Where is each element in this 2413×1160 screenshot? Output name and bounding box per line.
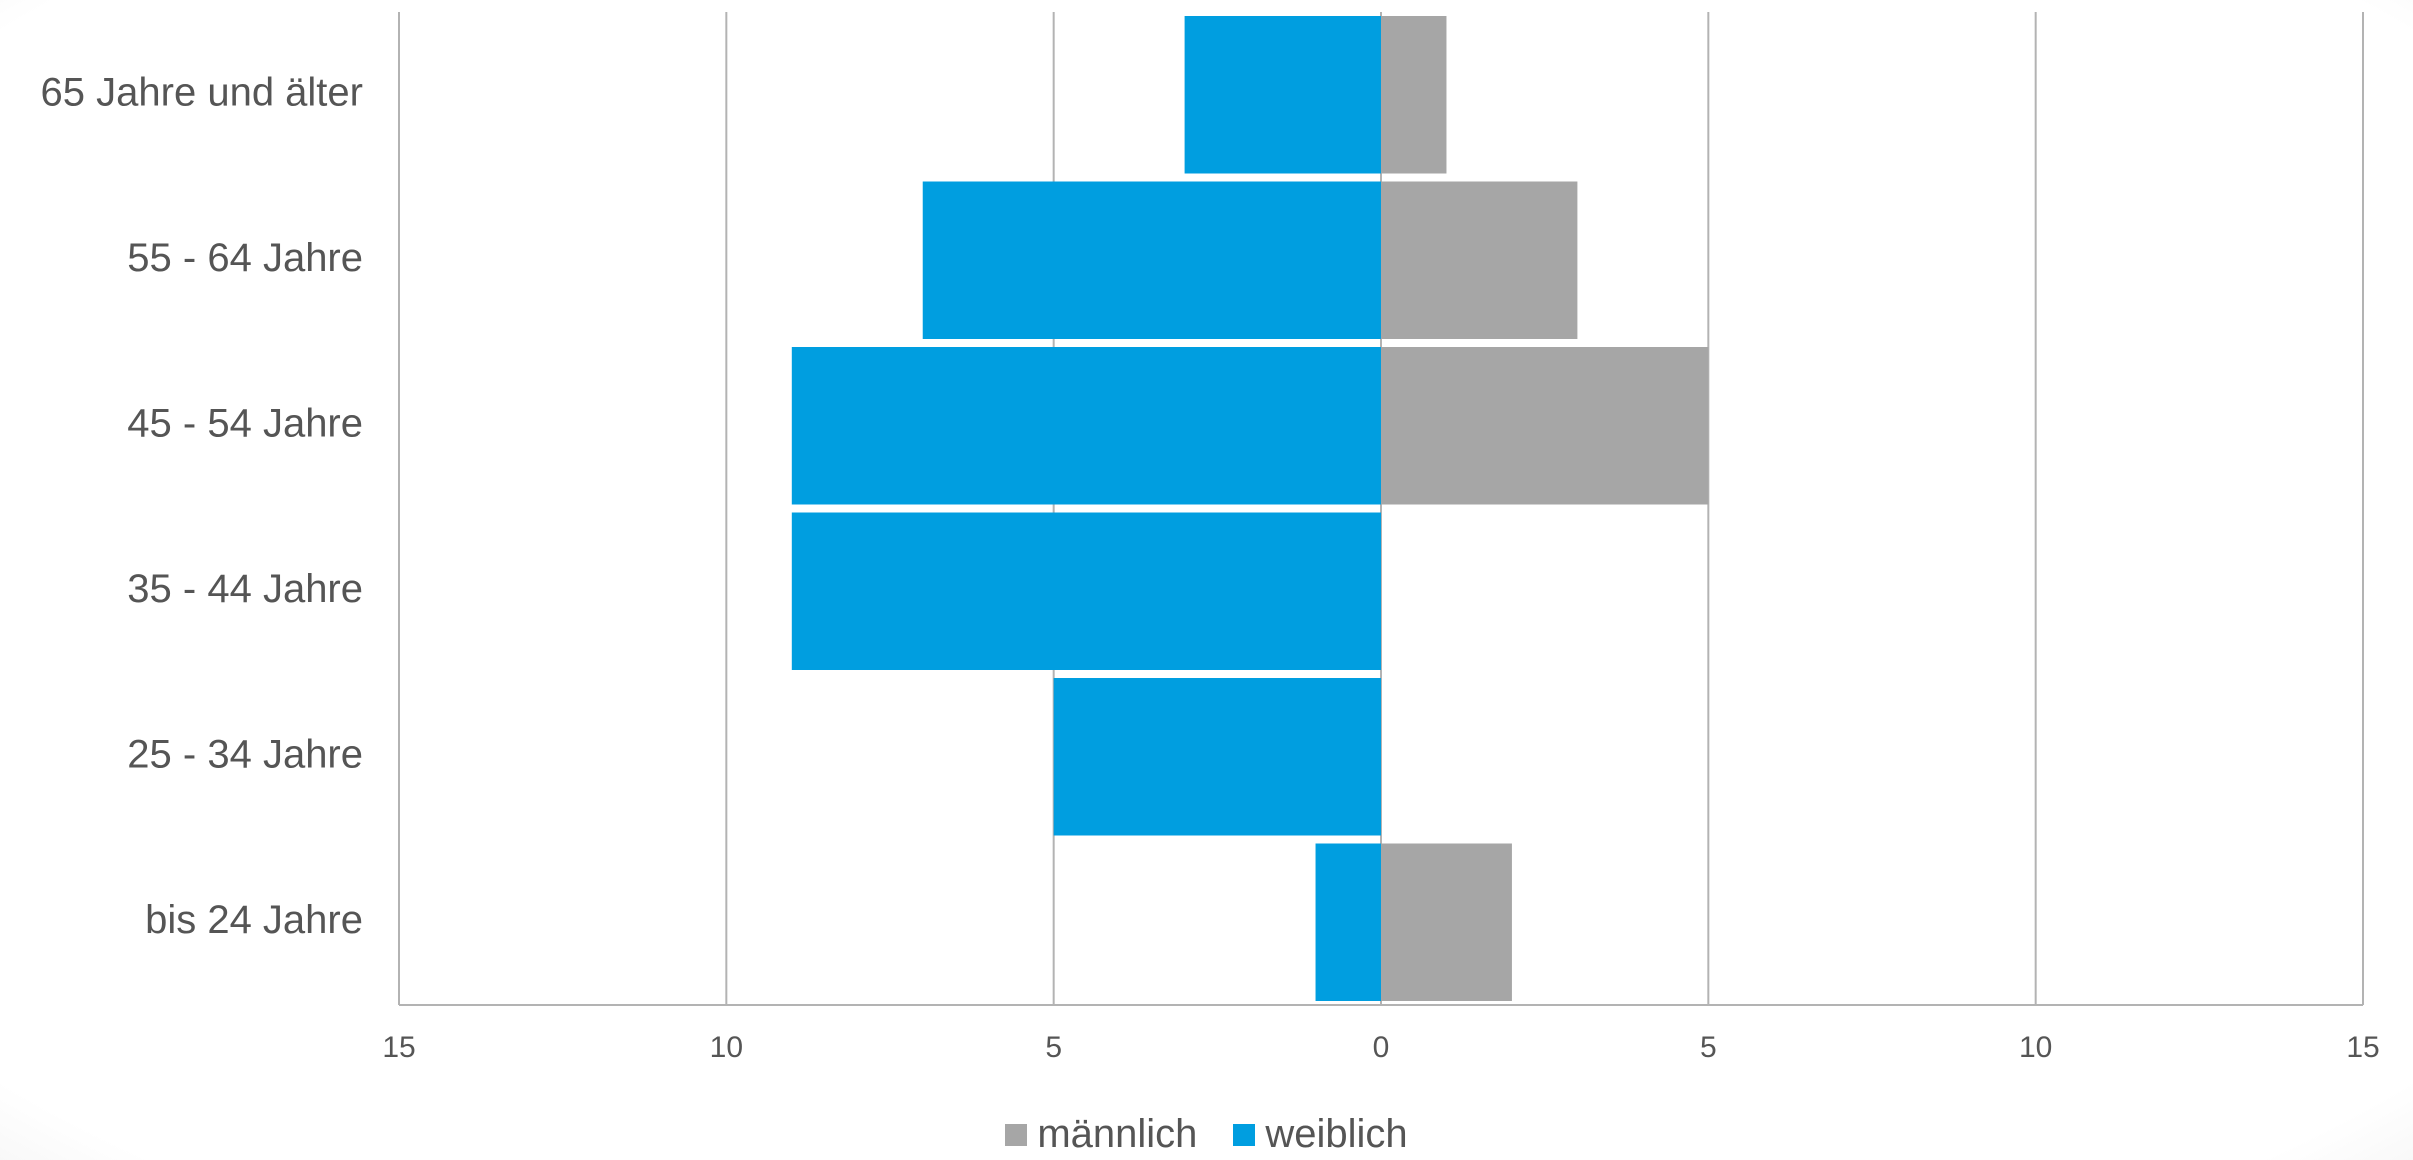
category-label: 55 - 64 Jahre xyxy=(127,236,363,280)
legend-swatch-maennlich xyxy=(1005,1123,1028,1146)
x-tick-label: 5 xyxy=(1045,1031,1062,1064)
legend: männlich weiblich xyxy=(0,1112,2413,1157)
legend-label-maennlich: männlich xyxy=(1037,1112,1198,1156)
bar-maennlich-bis-24-jahre xyxy=(1381,843,1512,1001)
category-label: 25 - 34 Jahre xyxy=(127,732,363,776)
bar-weiblich-35-44-jahre xyxy=(791,512,1381,670)
category-label: 35 - 44 Jahre xyxy=(127,567,363,611)
category-labels: bis 24 Jahre 25 - 34 Jahre 35 - 44 Jahre 45… xyxy=(41,70,363,942)
x-tick-label: 10 xyxy=(710,1031,743,1064)
x-tick-labels: 15 10 5 0 5 10 15 xyxy=(382,1031,2379,1064)
bar-maennlich-65-jahre-und-aelter xyxy=(1381,16,1447,174)
legend-swatch-weiblich xyxy=(1233,1123,1256,1146)
legend-label-weiblich: weiblich xyxy=(1265,1112,1408,1156)
bar-weiblich-25-34-jahre xyxy=(1053,678,1381,836)
bar-maennlich-55-64-jahre xyxy=(1381,181,1578,339)
category-label: bis 24 Jahre xyxy=(145,898,363,942)
x-tick-label: 0 xyxy=(1373,1031,1390,1064)
bar-weiblich-45-54-jahre xyxy=(791,347,1381,505)
bar-weiblich-65-jahre-und-aelter xyxy=(1184,16,1381,174)
x-tick-label: 15 xyxy=(2346,1031,2379,1064)
x-tick-label: 15 xyxy=(382,1031,415,1064)
bar-weiblich-55-64-jahre xyxy=(922,181,1381,339)
bar-weiblich-bis-24-jahre xyxy=(1315,843,1381,1001)
legend-item-maennlich: männlich xyxy=(1005,1112,1197,1157)
gridlines xyxy=(398,12,2364,1005)
axes xyxy=(398,12,2363,1006)
legend-item-weiblich: weiblich xyxy=(1233,1112,1408,1157)
population-pyramid-chart: bis 24 Jahre 25 - 34 Jahre 35 - 44 Jahre 45… xyxy=(41,12,2380,1064)
bar-maennlich-45-54-jahre xyxy=(1381,347,1709,505)
x-tick-label: 5 xyxy=(1700,1031,1717,1064)
category-label: 65 Jahre und älter xyxy=(41,70,363,114)
bars xyxy=(791,16,1709,1001)
x-tick-label: 10 xyxy=(2019,1031,2052,1064)
category-label: 45 - 54 Jahre xyxy=(127,401,363,445)
